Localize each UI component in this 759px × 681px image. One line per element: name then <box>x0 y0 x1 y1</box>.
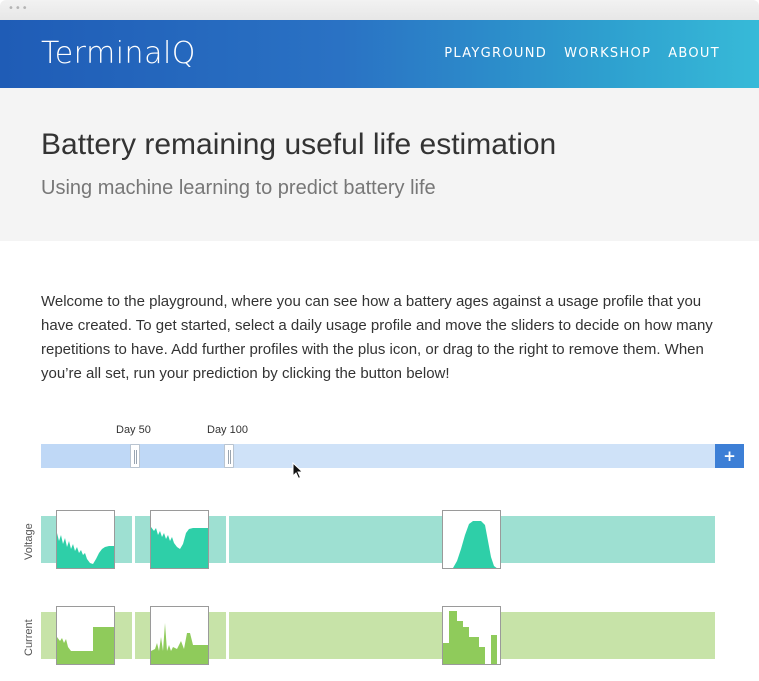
brand-logo[interactable]: TerminalQ <box>41 36 196 71</box>
current-profile-thumb-2[interactable] <box>150 606 209 665</box>
intro-text: Welcome to the playground, where you can… <box>41 293 713 382</box>
voltage-profile-thumb-1[interactable] <box>56 510 115 569</box>
current-profile-thumb-3[interactable] <box>442 606 501 665</box>
nav-workshop[interactable]: WORKSHOP <box>564 46 652 61</box>
site-header: TerminalQ PLAYGROUND WORKSHOP ABOUT <box>0 20 759 88</box>
window-dots-icon: ••• <box>8 3 29 14</box>
slider-handle-day-50[interactable] <box>130 444 140 468</box>
page-subtitle: Using machine learning to predict batter… <box>41 177 436 199</box>
current-profile-thumb-1[interactable] <box>56 606 115 665</box>
nav-about[interactable]: ABOUT <box>668 46 720 61</box>
voltage-profile-thumb-3[interactable] <box>442 510 501 569</box>
add-profile-button[interactable]: + <box>715 444 744 468</box>
timeline-slider-track[interactable] <box>41 444 715 468</box>
slider-handle-day-100[interactable] <box>224 444 234 468</box>
day-100-label: Day 100 <box>207 424 248 436</box>
voltage-row-label: Voltage <box>23 523 35 560</box>
mouse-cursor-icon <box>292 462 304 480</box>
main-nav: PLAYGROUND WORKSHOP ABOUT <box>444 46 720 61</box>
browser-chrome: ••• <box>0 0 759 21</box>
nav-playground[interactable]: PLAYGROUND <box>444 46 548 61</box>
page-title: Battery remaining useful life estimation <box>41 128 557 161</box>
day-50-label: Day 50 <box>116 424 151 436</box>
voltage-profile-thumb-2[interactable] <box>150 510 209 569</box>
current-row-label: Current <box>23 619 35 656</box>
hero-section: Battery remaining useful life estimation… <box>0 88 759 241</box>
